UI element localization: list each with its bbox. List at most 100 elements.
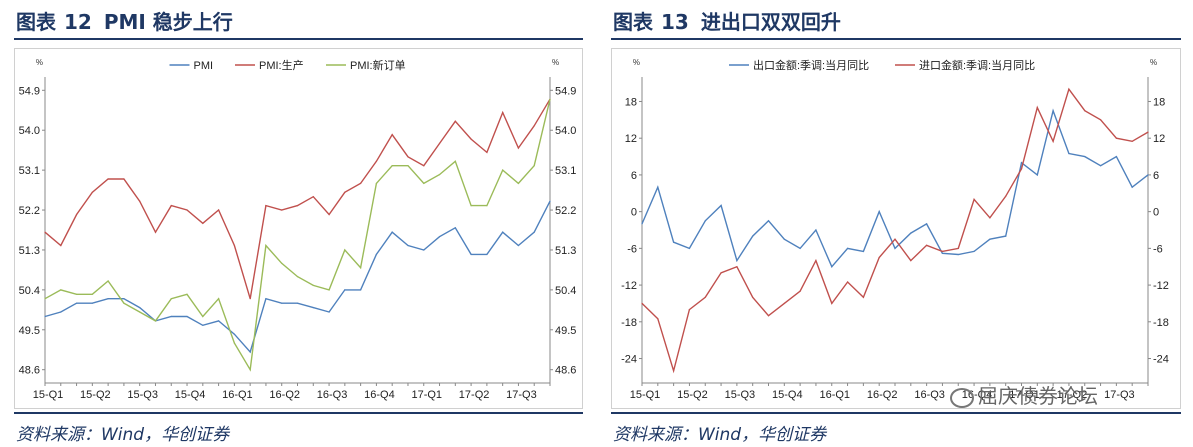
data-point <box>391 231 393 233</box>
data-point <box>957 247 959 249</box>
data-point <box>202 324 204 326</box>
data-point <box>139 200 141 202</box>
data-point <box>1068 88 1070 90</box>
x-tick-label: 17-Q1 <box>411 389 442 401</box>
data-point <box>107 298 109 300</box>
data-point <box>76 302 78 304</box>
data-point <box>989 217 991 219</box>
y-tick-label-right: 6 <box>1153 170 1159 182</box>
data-point <box>296 302 299 304</box>
data-point <box>517 182 519 184</box>
data-point <box>139 307 141 309</box>
y-tick-label-right: 49.5 <box>555 325 576 337</box>
data-point <box>831 266 833 268</box>
data-point <box>360 182 362 184</box>
data-point <box>486 151 488 153</box>
y-tick-label-right: 12 <box>1153 133 1165 145</box>
y-tick-label-left: 53.1 <box>19 165 40 177</box>
data-point <box>470 253 472 255</box>
x-tick-label: 16-Q4 <box>364 389 395 401</box>
data-point <box>533 165 535 167</box>
data-point <box>1005 235 1007 237</box>
y-unit-right: % <box>552 58 559 67</box>
y-tick-label-right: 54.0 <box>555 125 576 137</box>
series-line-1 <box>641 87 1149 374</box>
data-point <box>549 200 551 202</box>
x-tick-label: 15-Q3 <box>127 389 158 401</box>
data-point <box>641 223 643 225</box>
data-point <box>454 120 456 122</box>
data-point <box>186 293 188 295</box>
data-point <box>60 311 62 313</box>
data-point <box>139 311 141 313</box>
x-tick-label: 16-Q2 <box>867 389 898 401</box>
data-point <box>815 260 817 262</box>
y-tick-label-right: 0 <box>1153 207 1159 219</box>
data-point <box>736 266 738 268</box>
data-point <box>344 249 346 251</box>
data-point <box>360 267 362 269</box>
data-point <box>657 318 659 320</box>
data-point <box>502 169 504 171</box>
data-point <box>673 370 675 372</box>
y-unit-right: % <box>1150 58 1157 67</box>
data-point <box>1052 110 1054 112</box>
data-point <box>407 165 409 167</box>
x-tick-label: 15-Q1 <box>33 389 64 401</box>
data-point <box>186 209 188 211</box>
data-point <box>720 272 722 274</box>
data-point <box>265 205 267 207</box>
data-point <box>76 213 78 216</box>
x-tick-label: 17-Q3 <box>1104 389 1135 401</box>
legend-label: PMI <box>194 60 214 72</box>
data-point <box>517 244 519 247</box>
data-point <box>641 302 643 304</box>
bottom-rule <box>611 412 1181 414</box>
y-tick-label-right: 54.9 <box>555 85 576 97</box>
y-tick-label-left: 12 <box>625 133 637 145</box>
x-tick-label: 15-Q2 <box>677 389 708 401</box>
x-tick-label: 16-Q2 <box>269 389 300 401</box>
data-point <box>407 156 409 158</box>
data-point <box>60 289 62 291</box>
y-tick-label-left: 52.2 <box>19 205 40 217</box>
data-point <box>894 238 896 240</box>
data-point <box>344 289 346 291</box>
data-point <box>783 238 785 240</box>
data-point <box>688 247 690 249</box>
data-point <box>281 262 283 264</box>
series-line-0 <box>641 108 1149 269</box>
data-point <box>154 231 157 233</box>
trade-chart: %% -24 -24 -18 -18 -12 -12 -6 -6 0 0 6 6 12 12 18 18 15-Q… <box>611 48 1181 409</box>
data-point <box>107 178 109 180</box>
data-point <box>391 134 393 136</box>
data-point <box>454 160 456 162</box>
data-point <box>1005 195 1007 197</box>
data-point <box>44 315 46 318</box>
data-point <box>218 320 220 322</box>
data-point <box>375 182 377 184</box>
data-point <box>502 111 504 114</box>
data-point <box>973 250 975 252</box>
y-unit-left: % <box>36 58 43 67</box>
data-point <box>328 213 330 216</box>
x-tick-label: 17-Q3 <box>506 389 537 401</box>
y-tick-label-right: 18 <box>1153 96 1165 108</box>
y-tick-label-left: -24 <box>621 354 637 366</box>
pmi-chart-svg: % % 48.6 48.6 49.5 49.5 50.4 50.4 51.3 51.3 52.2 52… <box>19 58 577 401</box>
data-point <box>704 296 706 298</box>
data-point <box>657 186 659 188</box>
y-tick-label-right: 51.3 <box>555 245 576 257</box>
data-point <box>720 204 722 207</box>
data-point <box>265 298 267 300</box>
y-tick-label-left: 54.9 <box>19 85 40 97</box>
data-point <box>1052 140 1054 142</box>
x-tick-label: 16-Q1 <box>222 389 253 401</box>
data-point <box>831 302 833 304</box>
data-point <box>1115 137 1117 139</box>
data-point <box>486 253 488 255</box>
y-tick-label-right: -6 <box>1153 243 1163 255</box>
data-point <box>1131 140 1133 142</box>
data-point <box>799 290 801 292</box>
data-point <box>423 182 425 184</box>
